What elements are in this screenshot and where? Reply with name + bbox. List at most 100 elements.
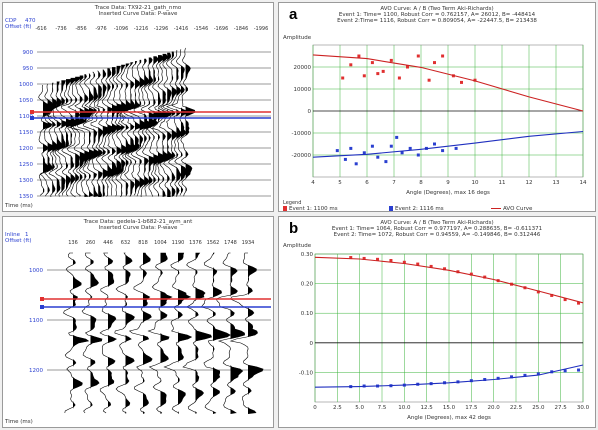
x-tick-label: 5.0 <box>355 405 364 411</box>
time-axis-label: Time (ms) <box>5 203 33 209</box>
seismic-trace-fill <box>75 77 83 197</box>
panel-letter-a: a <box>289 6 298 23</box>
offset-tick-label: 446 <box>103 240 113 246</box>
legend-event-2-label: Event 2: 1116 ms <box>395 206 444 212</box>
seismic-trace <box>147 252 173 414</box>
event-2-point <box>354 162 358 166</box>
event-1-point <box>402 260 406 264</box>
time-tick-label: 1250 <box>19 162 33 168</box>
seismic-bottom-header-2: Inserted Curve Data: P-wave <box>98 225 178 231</box>
legend-event-1: Event 1: 1100 ms <box>283 206 338 211</box>
seismic-trace-fill <box>98 71 103 197</box>
event-2-point <box>370 144 374 148</box>
seismic-trace-fill <box>160 253 172 414</box>
seismic-top-header-1: Trace Data: TX92-21_gath_nmo <box>94 5 182 11</box>
horizon-marker-blue <box>40 305 44 309</box>
x-tick-label: 8 <box>419 180 423 186</box>
cdp-value: 470 <box>25 18 36 24</box>
x-tick-label: 13 <box>553 180 560 186</box>
seismic-trace-fill <box>178 253 192 414</box>
chart-b-subtitle-1: Event 1: Time= 1064, Robust Corr = 0.977… <box>331 226 543 232</box>
seismic-trace-fill <box>181 49 188 198</box>
time-tick-label: 1150 <box>19 130 33 136</box>
seismic-trace <box>72 74 93 197</box>
x-tick-label: 12 <box>526 180 533 186</box>
event-1-point <box>416 262 420 266</box>
event-2-point <box>395 135 399 139</box>
legend-swatch-blue <box>389 206 393 211</box>
seismic-trace-fill <box>213 253 231 414</box>
seismic-trace-fill <box>102 69 111 197</box>
avo-chart-b: 0 2.5 5.0 7.5 10.0 12.5 15.0 17.5 20.0 22.5 25.0 27… <box>299 252 590 421</box>
seismic-trace-fill <box>139 60 148 198</box>
event-1-point <box>577 301 581 305</box>
chart-b-ylabel: Amplitude <box>283 243 312 249</box>
seismic-bottom-header-1: Trace Data: gedela-1-b682-21_aym_ant <box>83 219 193 225</box>
seismic-trace <box>158 52 173 198</box>
seismic-trace-fill <box>52 83 61 197</box>
offset-label: Offset (ft) <box>5 24 32 30</box>
seismic-trace-fill <box>90 253 102 414</box>
event-1-point <box>536 290 540 294</box>
event-1-point <box>416 54 420 58</box>
avo-curve-event-1 <box>314 256 584 304</box>
time-tick-label: 1050 <box>19 98 33 104</box>
event-2-point <box>349 146 353 150</box>
seismic-trace <box>52 80 68 197</box>
offset-tick-label: 1376 <box>189 240 202 246</box>
seismic-trace-fill <box>148 57 157 197</box>
seismic-trace-fill <box>130 62 139 197</box>
offset-tick-label: 1190 <box>172 240 185 246</box>
offset-tick-label: 1562 <box>207 240 220 246</box>
seismic-trace-fill <box>143 253 153 414</box>
seismic-trace-fill <box>66 79 76 197</box>
offset-tick-label: -1096 <box>114 26 129 32</box>
y-tick-label: 0.30 <box>301 252 314 258</box>
chart-b-title: AVO Curve: A / B (Two Term Aki-Richards) <box>380 220 494 226</box>
seismic-trace <box>38 85 53 196</box>
event-2-point <box>384 160 388 164</box>
offset-tick-label: -1416 <box>174 26 189 32</box>
time-tick-label: 1350 <box>19 194 33 200</box>
seismic-bottom-plot: 136 260 446 632 818 1004 1190 1376 1562 1748 1934 1… <box>29 240 271 414</box>
chart-a-subtitle-1: Event 1: Time= 1100, Robust Corr = 0.762… <box>338 12 536 18</box>
legend-avo-curve-label: AVO Curve <box>503 206 533 212</box>
event-2-point <box>523 373 527 377</box>
event-2-point <box>400 151 404 155</box>
offset-tick-label: -856 <box>75 26 86 32</box>
seismic-trace-fill <box>108 253 117 414</box>
event-1-point <box>349 256 353 260</box>
time-tick-label: 950 <box>23 66 34 72</box>
x-tick-label: 10 <box>472 180 479 186</box>
x-tick-label: 22.5 <box>510 405 523 411</box>
offset-label-bottom: Offset (ft) <box>5 238 32 244</box>
offset-tick-label: 1004 <box>154 240 167 246</box>
offset-tick-label: 1934 <box>242 240 255 246</box>
avo-chart-panel-a: a AVO Curve: A / B (Two Term Aki-Richard… <box>278 2 596 212</box>
x-tick-label: 9 <box>446 180 450 186</box>
seismic-gather-panel-top: Trace Data: TX92-21_gath_nmo Inserted Cu… <box>2 2 274 212</box>
event-1-point <box>473 78 477 82</box>
horizon-marker-red <box>40 297 44 301</box>
event-1-point <box>483 275 487 279</box>
seismic-trace-fill <box>84 74 93 197</box>
event-1-point <box>349 63 353 67</box>
event-2-point <box>441 149 445 153</box>
offset-tick-label: 1748 <box>224 240 237 246</box>
time-tick-label: 1000 <box>29 268 43 274</box>
seismic-trace-fill <box>112 67 121 198</box>
panel-letter-b: b <box>289 220 299 237</box>
inline-value: 1 <box>25 232 29 238</box>
offset-tick-label: 136 <box>68 240 78 246</box>
x-tick-label: 10.0 <box>398 405 411 411</box>
seismic-trace <box>165 50 183 197</box>
seismic-trace-fill <box>89 73 97 197</box>
seismic-top-plot: -616 -736 -856 -976 -1096 -1216 -1296 -1416 -154… <box>19 26 271 200</box>
offset-tick-label: -1696 <box>214 26 229 32</box>
seismic-trace <box>151 53 171 197</box>
x-tick-label: 6 <box>365 180 369 186</box>
y-tick-label: -10000 <box>292 131 312 137</box>
horizon-marker-blue <box>30 116 34 120</box>
x-tick-label: 0 <box>313 405 317 411</box>
offset-tick-label: -976 <box>95 26 106 32</box>
